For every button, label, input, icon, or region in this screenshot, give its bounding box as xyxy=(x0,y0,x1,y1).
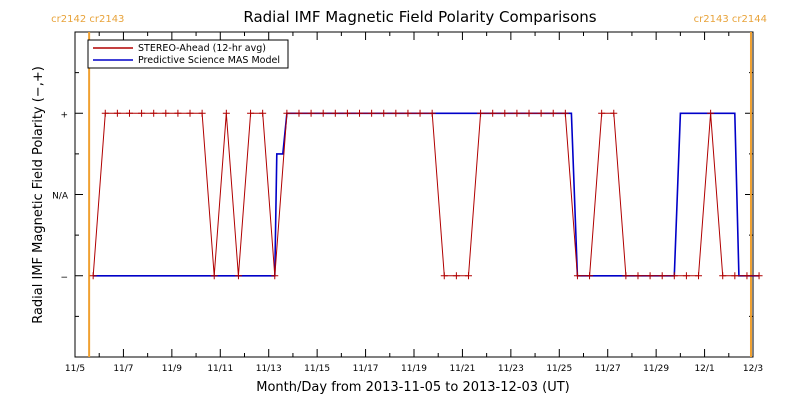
carrington-marker-label: cr2142 cr2143 xyxy=(51,14,124,25)
data-point-stereo-ahead xyxy=(501,109,509,117)
y-tick-label: − xyxy=(60,273,68,283)
data-point-stereo-ahead xyxy=(634,272,642,280)
x-tick-label: 11/21 xyxy=(449,364,475,374)
data-point-stereo-ahead xyxy=(343,109,351,117)
data-point-stereo-ahead xyxy=(307,109,315,117)
data-point-stereo-ahead xyxy=(89,272,97,280)
data-point-stereo-ahead xyxy=(477,109,485,117)
data-point-stereo-ahead xyxy=(428,109,436,117)
carrington-markers: cr2142 cr2143 cr2143 cr2144 xyxy=(51,14,767,357)
data-point-stereo-ahead xyxy=(622,272,630,280)
x-tick-label: 11/19 xyxy=(401,364,427,374)
data-point-stereo-ahead xyxy=(682,272,690,280)
x-tick-label: 11/23 xyxy=(498,364,524,374)
data-point-stereo-ahead xyxy=(452,272,460,280)
x-axis-title: Month/Day from 2013-11-05 to 2013-12-03 … xyxy=(256,380,569,395)
data-point-stereo-ahead xyxy=(464,272,472,280)
data-point-stereo-ahead xyxy=(271,272,279,280)
plot-frame xyxy=(74,31,754,358)
y-axis-title: Radial IMF Magnetic Field Polarity (−,+) xyxy=(31,66,46,324)
data-point-stereo-ahead xyxy=(658,272,666,280)
data-point-stereo-ahead xyxy=(295,109,303,117)
data-point-stereo-ahead xyxy=(125,109,133,117)
data-point-stereo-ahead xyxy=(598,109,606,117)
series-layer xyxy=(89,109,763,280)
x-tick-label: 11/17 xyxy=(353,364,379,374)
data-point-stereo-ahead xyxy=(356,109,364,117)
data-point-stereo-ahead xyxy=(319,109,327,117)
x-tick-label: 11/27 xyxy=(595,364,621,374)
legend-label-stereo: STEREO-Ahead (12-hr avg) xyxy=(138,43,266,54)
y-tick-label: + xyxy=(60,110,68,120)
legend-box xyxy=(87,39,289,69)
data-point-stereo-ahead xyxy=(513,109,521,117)
data-point-stereo-ahead xyxy=(525,109,533,117)
data-point-stereo-ahead xyxy=(392,109,400,117)
data-point-stereo-ahead xyxy=(610,109,618,117)
series-line-mas-model xyxy=(93,112,760,277)
data-point-stereo-ahead xyxy=(101,109,109,117)
x-tick-label: 11/7 xyxy=(113,364,133,374)
data-point-stereo-ahead xyxy=(138,109,146,117)
x-tick-label: 12/1 xyxy=(694,364,714,374)
x-tick-label: 11/9 xyxy=(162,364,182,374)
data-point-stereo-ahead xyxy=(489,109,497,117)
data-point-stereo-ahead xyxy=(586,272,594,280)
x-tick-label: 11/15 xyxy=(304,364,330,374)
y-tick-label: N/A xyxy=(52,192,69,202)
x-tick-label: 11/25 xyxy=(546,364,572,374)
data-point-stereo-ahead xyxy=(561,109,569,117)
x-tick-label: 11/5 xyxy=(65,364,85,374)
y-axis: − N/A + xyxy=(52,31,753,358)
data-point-stereo-ahead xyxy=(416,109,424,117)
series-line-stereo-ahead xyxy=(92,112,760,277)
data-point-stereo-ahead xyxy=(368,109,376,117)
carrington-marker-label: cr2143 cr2144 xyxy=(694,14,767,25)
data-point-stereo-ahead xyxy=(646,272,654,280)
data-point-stereo-ahead xyxy=(150,109,158,117)
data-point-stereo-ahead xyxy=(695,272,703,280)
legend: STEREO-Ahead (12-hr avg) Predictive Scie… xyxy=(87,39,289,69)
x-tick-label: 12/3 xyxy=(743,364,763,374)
data-point-stereo-ahead xyxy=(380,109,388,117)
data-point-stereo-ahead xyxy=(174,109,182,117)
data-point-stereo-ahead xyxy=(331,109,339,117)
data-point-stereo-ahead xyxy=(537,109,545,117)
data-point-stereo-ahead xyxy=(283,109,291,117)
data-point-stereo-ahead xyxy=(707,109,715,117)
data-point-stereo-ahead xyxy=(222,109,230,117)
x-tick-label: 11/11 xyxy=(207,364,233,374)
data-point-stereo-ahead xyxy=(210,272,218,280)
data-point-stereo-ahead xyxy=(404,109,412,117)
data-point-stereo-ahead xyxy=(186,109,194,117)
data-point-stereo-ahead xyxy=(234,272,242,280)
data-point-stereo-ahead xyxy=(440,272,448,280)
data-point-stereo-ahead xyxy=(755,272,763,280)
legend-label-mas: Predictive Science MAS Model xyxy=(138,55,280,66)
chart-title: Radial IMF Magnetic Field Polarity Compa… xyxy=(243,8,596,26)
data-point-stereo-ahead xyxy=(198,109,206,117)
data-point-stereo-ahead xyxy=(162,109,170,117)
x-axis: 11/5 11/7 11/9 11/11 11/13 11/15 11/17 11/19 11/… xyxy=(65,32,763,374)
data-point-stereo-ahead xyxy=(731,272,739,280)
data-point-stereo-ahead xyxy=(670,272,678,280)
data-point-stereo-ahead xyxy=(719,272,727,280)
data-point-stereo-ahead xyxy=(549,109,557,117)
data-point-stereo-ahead xyxy=(743,272,751,280)
data-point-stereo-ahead xyxy=(113,109,121,117)
data-point-stereo-ahead xyxy=(259,109,267,117)
data-point-stereo-ahead xyxy=(573,272,581,280)
data-point-stereo-ahead xyxy=(247,109,255,117)
x-tick-label: 11/13 xyxy=(256,364,282,374)
x-tick-label: 11/29 xyxy=(643,364,669,374)
